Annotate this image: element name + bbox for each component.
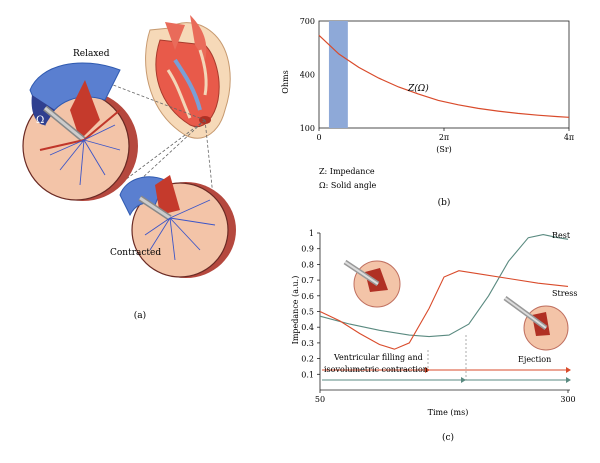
caption-b: (b) [438,197,451,208]
b-xtick-label: 2π [439,133,449,142]
c-xlabel: Time (ms) [428,408,469,417]
omega-label-relaxed: Ω [36,115,44,126]
b-xtick-label: 0 [316,133,321,142]
relaxed-disk: Ω [22,62,138,201]
caption-c: (c) [442,432,454,443]
chart-b-frame [318,20,570,129]
contracted-label: Contracted [110,248,161,258]
b-xlabel: (Sr) [436,145,452,154]
mini-disk-stress [503,295,569,351]
b-ytick-label: 700 [300,17,315,26]
heart-illustration [145,15,231,139]
contracted-disk [119,175,236,278]
c-ytick-label: 0.9 [301,245,314,254]
highlight-band [328,21,348,128]
impedance-curve [318,34,570,118]
b-ytick-label: 100 [300,124,315,133]
panel-b: 100 400 700 0 2π 4π Ohms (Sr) Z(Ω) Z: Impedan… [281,17,574,208]
legend-omega: Ω: Solid angle [319,181,377,190]
panel-a: Ω Relaxed Contracted (a) [22,15,236,321]
c-ytick-label: 0.4 [301,323,314,332]
legend-z: Z: Impedance [319,167,375,176]
c-xtick-label: 50 [315,395,325,404]
c-ytick-label: 0.7 [301,276,314,285]
b-ytick-label: 400 [300,71,315,80]
b-xtick-label: 4π [564,133,574,142]
rest-label: Rest [552,231,571,240]
rest-curve [319,234,569,338]
mini-disk-rest [343,259,401,308]
c-ylabel: Impedance (a.u.) [291,276,300,345]
curve-label: Z(Ω) [407,83,429,94]
c-ytick-label: 0.8 [301,260,314,269]
relaxed-label: Relaxed [73,49,110,59]
c-ytick-label: 0.5 [301,308,314,317]
stress-label: Stress [552,289,577,298]
c-ytick-label: 0.1 [301,370,314,379]
stress-curve [319,270,569,350]
phase-arrows [322,335,571,383]
panel-c: 0.1 0.2 0.3 0.4 0.5 0.6 0.7 0.8 0.9 1 50 300 [291,229,577,443]
c-ytick-label: 0.3 [301,339,314,348]
filling-label-line2: isovolumetric contraction [324,365,428,374]
filling-label-line1: Ventricular filling and [333,353,423,362]
ejection-label: Ejection [518,355,551,364]
caption-a: (a) [134,310,146,321]
c-ytick-label: 0.2 [301,355,314,364]
b-ylabel: Ohms [281,70,290,93]
c-xtick-label: 300 [560,395,575,404]
c-ytick-label: 0.6 [301,292,314,301]
zoom-connectors [99,79,216,216]
c-ytick-label: 1 [309,229,314,238]
